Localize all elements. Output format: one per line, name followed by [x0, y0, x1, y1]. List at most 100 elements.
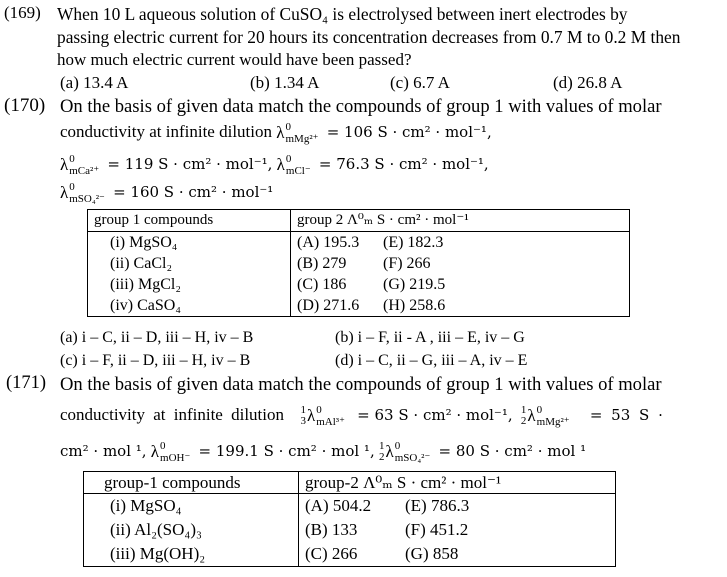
lambda-term: λ 0 mMg²⁺	[527, 403, 569, 428]
q170-option-d: (d) i – C, ii – G, iii – A, iv – E	[335, 352, 528, 369]
lambda-value: = 53 S ·	[589, 406, 663, 424]
q169-option-a: (a) 13.4 A	[60, 73, 129, 92]
q171-text-line: On the basis of given data match the com…	[60, 374, 662, 395]
value: (E) 786.3	[405, 496, 470, 515]
q169-option-c: (c) 6.7 A	[390, 73, 450, 92]
q170-number: (170)	[4, 95, 46, 116]
compound: (i) MgSO₄	[110, 496, 182, 515]
q169-text-line: passing electric current for 20 hours it…	[57, 27, 681, 47]
q170-option-b: (b) i – F, ii - A , iii – E, iv – G	[335, 329, 525, 346]
lambda-value: = 76.3 S · cm² · mol⁻¹,	[318, 155, 489, 173]
compound: (iii) MgCl₂	[110, 276, 181, 293]
lambda-term: λ 0 mMg²⁺	[276, 120, 319, 145]
value: (B) 279	[297, 255, 347, 272]
numerator: 1	[520, 404, 527, 417]
lambda-value: = 63 S · cm² · mol⁻¹,	[357, 406, 513, 424]
lambda-sub: mCl⁻	[285, 164, 311, 177]
value: (F) 451.2	[405, 520, 469, 539]
q169-text-line: When 10 L aqueous solution of CuSO₄ is e…	[57, 4, 628, 24]
group1-list: (i) MgSO₄ (ii) CaCl₂ (iii) MgCl₂ (iv) Ca…	[87, 231, 291, 317]
lambda-term: λ 0 mAl³⁺	[307, 403, 345, 428]
lambda-term: λ 0 mCa²⁺	[60, 152, 100, 177]
group2-list: (A) 504.2 (E) 786.3 (B) 133 (F) 451.2 (C) …	[298, 493, 616, 567]
lambda-sup: 0	[160, 439, 166, 452]
lambda-term: λ 0 mCl⁻	[276, 152, 311, 177]
compound: (iii) Mg(OH)₂	[110, 544, 206, 563]
table-header: group-1 compounds	[83, 471, 299, 494]
value: (A) 195.3	[297, 234, 360, 251]
table-header: group-2 Λ⁰ₘ S · cm² · mol⁻¹	[298, 471, 616, 494]
numerator: 1	[378, 440, 385, 453]
q169-option-d: (d) 26.8 A	[553, 73, 623, 92]
q169-text-line: how much electric current would have bee…	[57, 50, 412, 69]
lambda-symbol: λ	[150, 442, 160, 462]
lambda-sup: 0	[316, 403, 322, 416]
q169-number: (169)	[4, 3, 41, 22]
lambda-symbol: λ	[527, 406, 536, 426]
lambda-term: λ 0 mSO₄²⁻	[385, 439, 431, 464]
q170-text-line: λ 0 mCa²⁺ = 119 S · cm² · mol⁻¹, λ 0 mCl⁻ = …	[60, 153, 489, 177]
value: (G) 858	[405, 544, 459, 563]
denominator: 3	[300, 415, 307, 428]
q169-option-b: (b) 1.34 A	[250, 73, 320, 92]
lambda-symbol: λ	[60, 155, 69, 175]
lambda-sub: mSO₄²⁻	[394, 451, 431, 464]
denominator: 2	[378, 451, 385, 464]
compound: (i) MgSO₄	[110, 234, 178, 251]
value: (C) 186	[297, 276, 347, 293]
lambda-sup: 0	[285, 120, 292, 133]
lambda-symbol: λ	[276, 155, 285, 175]
lambda-symbol: λ	[307, 406, 316, 426]
value: (E) 182.3	[383, 234, 444, 251]
q170-text-line: On the basis of given data match the com…	[60, 96, 662, 117]
compound: (ii) Al₂(SO₄)₃	[110, 520, 202, 539]
value: (G) 219.5	[383, 276, 446, 293]
table-header: group 2 Λ⁰ₘ S · cm² · mol⁻¹	[290, 209, 630, 232]
lambda-sub: mMg²⁺	[285, 132, 319, 145]
value: (B) 133	[305, 520, 358, 539]
lambda-sup: 0	[394, 439, 401, 452]
lambda-value: = 106 S · cm² · mol⁻¹,	[326, 123, 492, 141]
lambda-sup: 0	[536, 403, 543, 416]
value: (C) 266	[305, 544, 358, 563]
group2-list: (A) 195.3 (E) 182.3 (B) 279 (F) 266 (C) 18…	[290, 231, 630, 317]
value: (F) 266	[383, 255, 431, 272]
value: (D) 271.6	[297, 297, 360, 314]
q170-text-line: conductivity at infinite dilution λ 0 mMg²…	[60, 121, 492, 145]
q170-option-c: (c) i – F, ii – D, iii – H, iv – B	[60, 352, 251, 369]
lambda-value: = 119 S · cm² · mol⁻¹,	[107, 155, 273, 173]
q170-match-table: group 1 compounds group 2 Λ⁰ₘ S · cm² · m…	[87, 209, 630, 317]
lambda-term: λ 0 mSO₄²⁻	[60, 180, 105, 205]
group1-list: (i) MgSO₄ (ii) Al₂(SO₄)₃ (iii) Mg(OH)₂	[83, 493, 299, 567]
lambda-symbol: λ	[385, 442, 394, 462]
lambda-sup: 0	[69, 152, 75, 165]
q170-text-line: λ 0 mSO₄²⁻ = 160 S · cm² · mol⁻¹	[60, 181, 273, 205]
compound: (ii) CaCl₂	[110, 255, 173, 272]
lambda-symbol: λ	[276, 123, 285, 143]
unit-text: cm² · mol ¹,	[60, 442, 147, 460]
lambda-value: = 199.1 S · cm² · mol ¹,	[198, 442, 375, 460]
value: (H) 258.6	[383, 297, 446, 314]
table-header: group 1 compounds	[87, 209, 291, 232]
lambda-term: λ 0 mOH⁻	[150, 439, 191, 464]
lambda-value: = 80 S · cm² · mol ¹	[438, 442, 587, 460]
q170-option-a: (a) i – C, ii – D, iii – H, iv – B	[60, 329, 254, 346]
lambda-sub: mOH⁻	[160, 451, 191, 464]
q170-text: conductivity at infinite dilution	[60, 122, 272, 141]
denominator: 2	[520, 415, 527, 428]
lambda-sup: 0	[69, 180, 75, 193]
q171-text: conductivity at infinite dilution	[60, 405, 284, 424]
q171-text-line: cm² · mol ¹, λ 0 mOH⁻ = 199.1 S · cm² · mo…	[60, 440, 586, 464]
lambda-sub: mSO₄²⁻	[69, 192, 105, 205]
lambda-sub: mCa²⁺	[69, 164, 100, 177]
lambda-symbol: λ	[60, 183, 69, 203]
q171-text-line: conductivity at infinite dilution 1 3 λ 0 mA…	[60, 404, 663, 428]
lambda-sup: 0	[285, 152, 292, 165]
numerator: 1	[300, 404, 307, 417]
q171-number: (171)	[6, 373, 47, 393]
lambda-sub: mAl³⁺	[316, 415, 345, 428]
